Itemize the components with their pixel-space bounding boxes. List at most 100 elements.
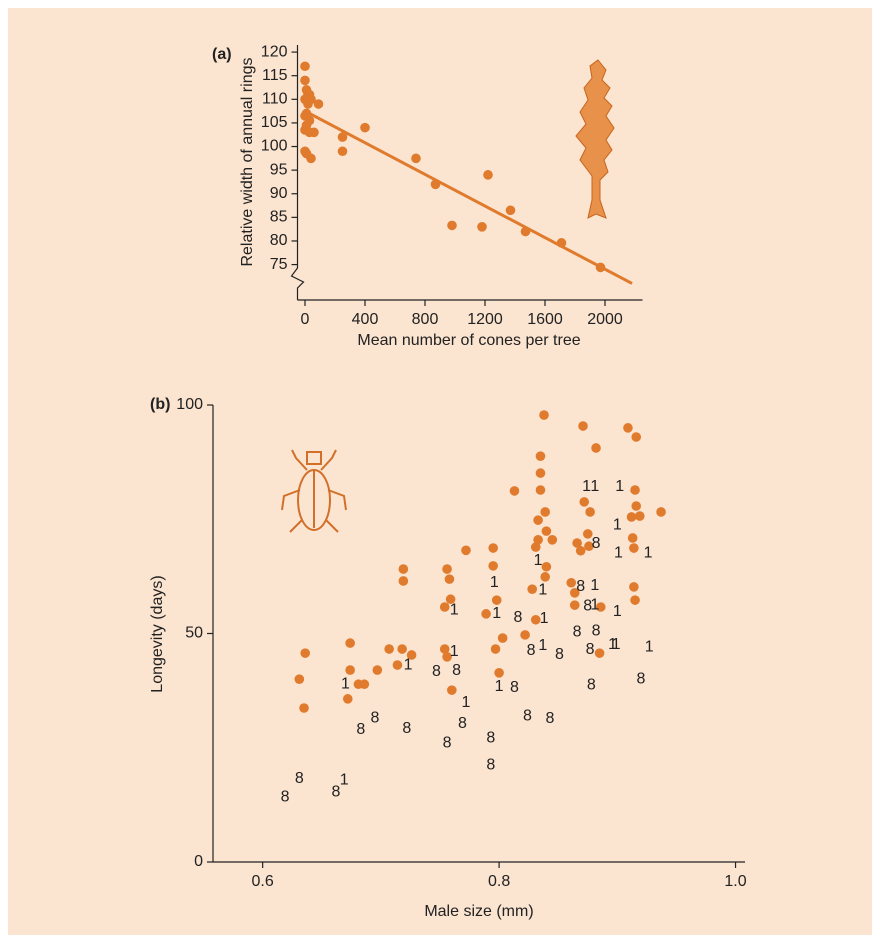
point-label: 8 [573, 623, 582, 640]
point [447, 220, 457, 231]
point [345, 638, 355, 648]
x-axis-label: Male size (mm) [424, 903, 533, 920]
point-label: 8 [452, 662, 461, 679]
point [631, 432, 642, 442]
point-label: 1 [341, 675, 350, 692]
x-tick-label: 400 [352, 311, 379, 328]
chart-title: (a) [212, 46, 232, 63]
point [578, 421, 588, 431]
x-tick-label: 1.0 [724, 873, 746, 890]
x-tick-label: 2000 [587, 311, 623, 328]
point-label: 8 [514, 609, 523, 626]
point [535, 485, 546, 495]
point-label: 1 [590, 577, 599, 594]
point [656, 507, 666, 517]
point [439, 644, 450, 654]
point [411, 153, 421, 164]
point-label: 1 [590, 478, 599, 495]
point [566, 577, 577, 588]
point [300, 61, 310, 72]
point-label: 8 [458, 715, 467, 732]
point [439, 602, 450, 612]
point [582, 529, 593, 539]
point-label: 1 [644, 544, 653, 561]
point-label: 8 [443, 734, 452, 751]
point [299, 703, 309, 713]
point-label: 8 [331, 783, 340, 800]
point [509, 486, 520, 496]
point [631, 501, 642, 511]
y-tick-label: 115 [262, 67, 288, 84]
point [300, 648, 311, 658]
point [594, 648, 605, 658]
point [337, 146, 348, 157]
y-tick-label: 75 [270, 256, 288, 273]
point-label: 1 [462, 694, 471, 711]
trend-line [304, 109, 633, 285]
point-label: 1 [612, 636, 621, 653]
y-tick-label: 120 [261, 43, 288, 60]
point-label: 8 [281, 788, 290, 805]
beetle-icon [281, 449, 347, 533]
point-label: 8 [432, 663, 441, 680]
point [490, 644, 501, 654]
point-label: 1 [492, 605, 501, 622]
point-label: 8 [486, 729, 495, 746]
point [579, 497, 590, 507]
point [398, 564, 409, 574]
point-label: 1 [540, 610, 549, 627]
point-label: 8 [527, 642, 536, 659]
x-tick-label: 0 [301, 311, 310, 328]
point [535, 451, 546, 461]
point [535, 468, 546, 478]
x-tick-label: 800 [412, 311, 439, 328]
y-tick-label: 105 [261, 114, 288, 131]
y-axis-label: Relative width of annual rings [239, 57, 256, 266]
point [481, 609, 491, 619]
point-label: 8 [587, 676, 596, 693]
point-label: 8 [555, 646, 564, 663]
point [483, 170, 493, 180]
point [392, 660, 403, 670]
point-label: 8 [592, 622, 601, 639]
point-label: 8 [545, 710, 554, 727]
point-label: 8 [576, 578, 585, 595]
point-label: 1 [404, 656, 413, 673]
x-tick-label: 1200 [467, 311, 503, 328]
x-tick-label: 0.6 [252, 873, 274, 890]
point [572, 538, 582, 548]
point-label: 1 [340, 771, 349, 788]
point [497, 633, 508, 643]
x-axis-label: Mean number of cones per tree [357, 332, 580, 349]
point [584, 541, 594, 552]
point [634, 511, 645, 521]
point-label: 8 [402, 720, 411, 737]
point [540, 572, 551, 582]
point-label: 1 [608, 636, 617, 653]
y-tick-label: 80 [270, 232, 288, 249]
point [444, 574, 455, 584]
point [447, 685, 457, 695]
point [530, 542, 541, 552]
point-label: 1 [614, 544, 623, 561]
point [540, 507, 551, 517]
point [309, 127, 319, 138]
point [575, 545, 586, 556]
point-label: 1 [490, 574, 499, 591]
point-label: 1 [495, 678, 504, 695]
point [547, 535, 558, 545]
point [533, 535, 543, 545]
x-tick-label: 0.8 [488, 873, 510, 890]
y-tick-label: 0 [194, 853, 203, 870]
point-label: 1 [615, 478, 624, 495]
point [520, 630, 530, 640]
y-tick-label: 95 [270, 161, 288, 178]
y-axis [290, 45, 305, 300]
point [430, 179, 441, 190]
point [629, 543, 639, 553]
point [630, 595, 640, 605]
y-tick-label: 100 [261, 138, 288, 155]
point-label: 1 [613, 603, 622, 620]
